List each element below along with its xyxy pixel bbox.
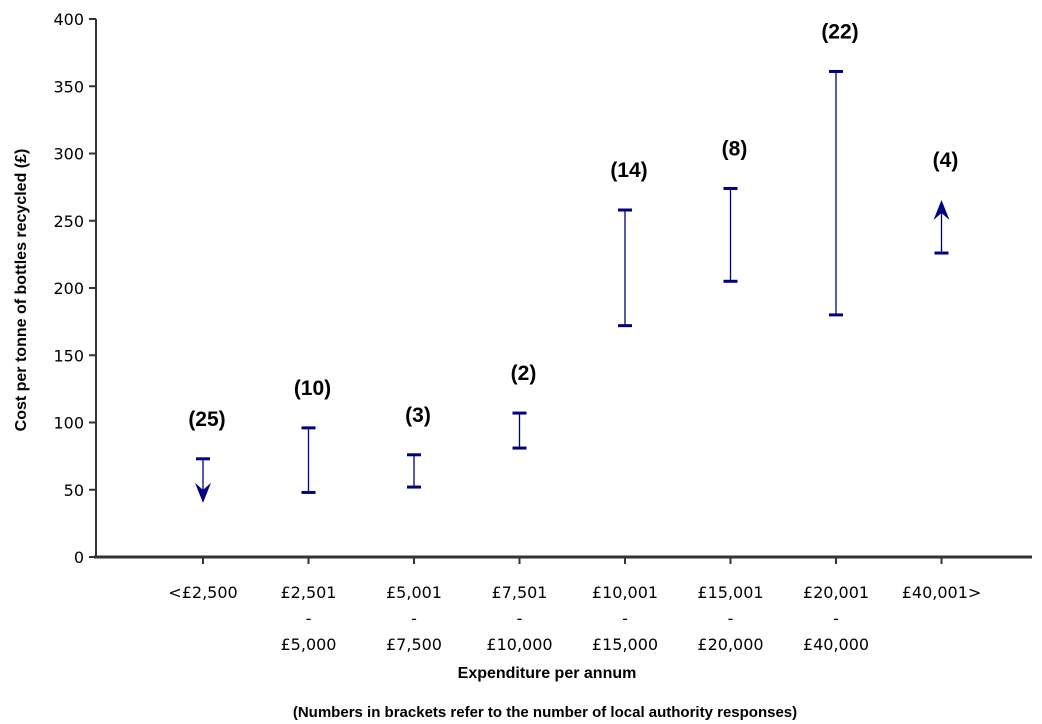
x-tick-label: £10,000 [486, 635, 552, 654]
x-tick-label: - [728, 609, 734, 628]
x-axis: <£2,500 £2,501 - £5,000 £5,001 - £7,500 £7,501 -… [94, 555, 1032, 654]
x-tick-label: - [517, 609, 523, 628]
y-tick-label: 50 [64, 481, 84, 500]
y-tick-label: 200 [53, 279, 84, 298]
x-tick-label: £7,501 [492, 583, 548, 602]
x-tick-label: £40,000 [803, 635, 869, 654]
arrow-up-icon [933, 200, 950, 221]
y-tick-label: 100 [53, 414, 84, 433]
x-tick-label: £20,000 [697, 635, 763, 654]
range-bar: (2) [511, 362, 537, 450]
x-tick-label: £2,501 [281, 583, 337, 602]
y-tick-label: 150 [53, 346, 84, 365]
x-axis-title: Expenditure per annum [458, 665, 637, 682]
response-count-label: (4) [933, 149, 959, 172]
y-axis-title: Cost per tonne of bottles recycled (£) [13, 149, 30, 432]
response-count-label: (25) [188, 408, 225, 431]
x-tick-label: <£2,500 [168, 583, 237, 602]
x-tick-label: £40,001> [902, 583, 982, 602]
x-tick-label: £15,000 [592, 635, 658, 654]
response-count-label: (8) [722, 137, 748, 160]
x-tick-label: £10,001 [592, 583, 658, 602]
y-tick-label: 0 [74, 548, 84, 567]
range-bar: (14) [610, 159, 648, 328]
range-bar: (8) [722, 137, 748, 283]
range-bar: (3) [405, 404, 431, 489]
y-tick-label: 300 [53, 145, 84, 164]
x-tick-label: - [833, 609, 839, 628]
x-tick-label: - [306, 609, 312, 628]
y-tick-label: 350 [53, 77, 84, 96]
arrow-down-icon [195, 482, 211, 503]
range-marks: (25) (10) (3) (2) (14) (8) (22) (4) [188, 20, 959, 503]
y-tick-label: 250 [53, 212, 84, 231]
range-bar: (22) [821, 20, 859, 317]
range-bar: (4) [933, 149, 959, 255]
response-count-label: (2) [511, 362, 537, 385]
range-bar: (25) [188, 408, 226, 503]
chart-footnote: (Numbers in brackets refer to the number… [293, 704, 797, 721]
x-tick-label: £5,000 [281, 635, 337, 654]
x-tick-label: - [622, 609, 628, 628]
x-tick-label: £15,001 [697, 583, 763, 602]
x-tick-label: £5,001 [386, 583, 442, 602]
response-count-label: (22) [821, 20, 858, 43]
y-axis: 0 50 100 150 200 250 300 350 400 [53, 10, 97, 567]
x-tick-label: £7,500 [386, 635, 442, 654]
response-count-label: (10) [294, 377, 331, 400]
response-count-label: (14) [610, 159, 647, 182]
x-tick-label: - [411, 609, 417, 628]
range-bar: (10) [294, 377, 331, 494]
x-tick-label: £20,001 [803, 583, 869, 602]
y-tick-label: 400 [53, 10, 84, 29]
response-count-label: (3) [405, 404, 431, 427]
